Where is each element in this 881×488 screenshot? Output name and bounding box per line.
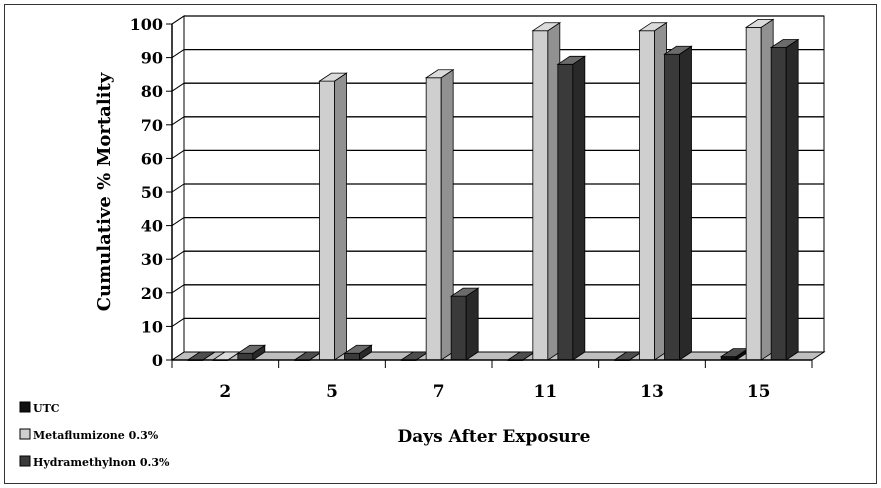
bar-top: [531, 22, 562, 32]
bar-top: [663, 45, 693, 55]
axes: 0 10 20 30 40 50 60 70 80 90 100 2 5 7 11 13 15: [130, 15, 813, 402]
bar-top: [343, 344, 373, 354]
bars: [186, 18, 800, 361]
bar: [424, 69, 455, 361]
gridline-side: [171, 149, 185, 159]
bar: [318, 72, 348, 361]
bar-front: [557, 63, 574, 361]
y-tick-label: 30: [141, 250, 163, 269]
y-axis-label: Cumulative % Mortality: [94, 72, 115, 311]
y-tick-label: 50: [141, 183, 163, 202]
bar-front: [639, 30, 655, 361]
bar-front: [770, 47, 787, 361]
gridline-side: [171, 183, 185, 193]
bar-top: [556, 55, 587, 65]
y-tick-label: 70: [141, 116, 163, 135]
bar: [343, 344, 373, 361]
gridline-side: [171, 284, 185, 294]
bar: [449, 287, 480, 361]
legend-swatch: [19, 455, 31, 467]
x-tick-label: 13: [640, 382, 664, 402]
bar-side: [572, 55, 586, 361]
gridline-side: [171, 116, 185, 126]
bar: [638, 21, 668, 361]
bar: [663, 45, 693, 361]
legend-label: Metaflumizone 0.3%: [33, 429, 159, 442]
bar-front: [532, 30, 549, 361]
y-tick-label: 40: [141, 217, 163, 236]
bar: [719, 347, 750, 361]
x-axis-label: Days After Exposure: [398, 427, 591, 447]
legend-swatch: [19, 428, 31, 440]
legend-label: UTC: [33, 402, 60, 415]
bar-front: [344, 352, 360, 361]
bar-side: [465, 287, 479, 361]
chart-frame: [4, 4, 877, 484]
bar-top: [424, 69, 455, 79]
y-tick-label: 10: [141, 317, 163, 336]
bar: [744, 18, 775, 361]
bar-top: [236, 344, 267, 354]
y-tick-label: 60: [141, 149, 163, 168]
bar-top: [769, 39, 800, 48]
bar-side: [334, 72, 347, 361]
bar-front: [450, 295, 467, 361]
y-tick-label: 100: [130, 15, 163, 34]
grid: [170, 15, 826, 361]
gridline-side: [171, 250, 185, 260]
y-tick-label: 80: [141, 82, 163, 101]
x-tick-label: 2: [219, 382, 231, 402]
legend: UTC Metaflumizone 0.3% Hydramethylnon 0.3%: [19, 401, 170, 469]
bar: [556, 55, 587, 361]
gridline-side: [171, 15, 185, 25]
bar-top: [449, 287, 480, 297]
bar-front: [664, 53, 680, 361]
bar-top: [318, 72, 348, 82]
bar: [531, 21, 562, 361]
bar-side: [785, 38, 799, 361]
gridline-side: [171, 82, 185, 92]
x-tick-label: 5: [326, 382, 338, 402]
bar-front: [237, 352, 254, 361]
y-tick-label: 20: [141, 284, 163, 303]
bar-front: [425, 77, 442, 361]
gridline-side: [171, 49, 185, 59]
bar: [769, 38, 800, 361]
bar-front: [319, 80, 335, 361]
bar-top: [638, 22, 668, 32]
y-tick-label: 0: [152, 351, 163, 370]
gridline-side: [171, 217, 185, 227]
bar-front: [745, 26, 762, 361]
legend-swatch: [19, 401, 31, 413]
x-tick-label: 15: [747, 382, 771, 402]
gridline-side: [171, 317, 185, 327]
legend-label: Hydramethylnon 0.3%: [33, 456, 170, 469]
bar-side: [679, 45, 692, 361]
bar: [236, 344, 267, 361]
x-tick-label: 7: [433, 382, 445, 402]
bar-top: [744, 18, 775, 28]
x-tick-label: 11: [533, 382, 557, 402]
y-tick-label: 90: [141, 49, 163, 68]
